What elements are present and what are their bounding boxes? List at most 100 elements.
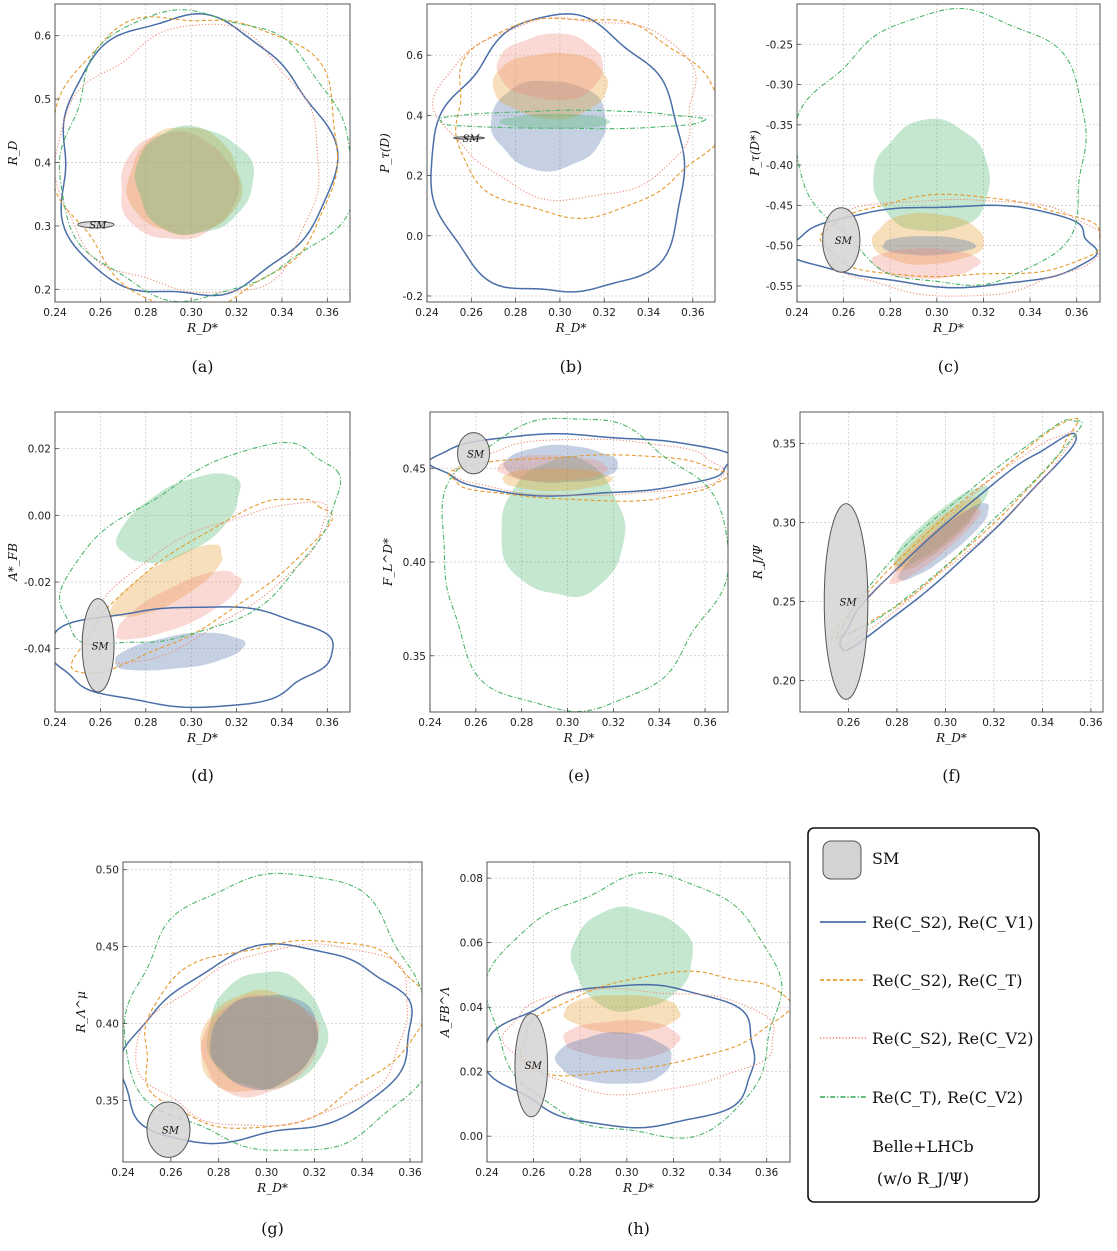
plot-frame: [796, 3, 1101, 303]
contour-cs2_ct: [55, 16, 339, 302]
tick-label-y: 0.00: [460, 1131, 483, 1143]
tick-label-x: 0.30: [255, 1167, 278, 1179]
sm-ellipse: [146, 1101, 191, 1158]
region-cs2_ct: [109, 544, 223, 617]
contour-cs2_cv2: [135, 943, 408, 1127]
region-cs2_ct: [492, 52, 609, 120]
region-cs2_ct: [126, 127, 243, 236]
contour-cs2_cv1: [797, 204, 1098, 289]
panel-f: SM 0.26 0.28 0.30 0.32 0.34 0.36 0.20 0.25 0.30 0.…: [751, 411, 1104, 785]
tick-label-x: 0.32: [593, 307, 616, 319]
tick-label-y: -0.55: [766, 281, 793, 293]
tick-label-y: -0.02: [24, 577, 51, 589]
tick-label-x: 0.32: [982, 717, 1005, 729]
region-cs2_cv2: [121, 131, 240, 240]
region-ct_cv2: [893, 485, 989, 568]
tick-label-x: 0.36: [316, 717, 340, 729]
tick-label-x: 0.30: [925, 307, 948, 319]
tick-label-x: 0.30: [548, 307, 571, 319]
contour-cs2_ct: [831, 417, 1079, 639]
x-axis-label: R_D*: [935, 731, 967, 745]
panel-a: SM 0.24 0.26 0.28 0.30 0.32 0.34 0.36 0.2 0.3 0.4 0…: [6, 3, 351, 376]
sm-ellipse: [514, 1013, 549, 1118]
panel-b: SM 0.24 0.26 0.28 0.30 0.32 0.34 0.36 -0.2 0.0 0.2…: [378, 3, 716, 376]
legend-label-cs2_ct: Re(C_S2), Re(C_T): [872, 971, 1022, 990]
tick-label-x: 0.32: [225, 307, 248, 319]
panel-d: SM 0.24 0.26 0.28 0.30 0.32 0.34 0.36 -0.04 -0.02…: [6, 411, 351, 785]
tick-label-y: -0.25: [766, 39, 793, 51]
panel-h: SM 0.24 0.26 0.28 0.30 0.32 0.34 0.36 0.00 0.02 0.…: [438, 861, 791, 1238]
tick-label-x: 0.24: [43, 717, 67, 729]
contour-cs2_ct: [144, 939, 422, 1129]
region-ct_cv2: [115, 473, 241, 564]
tick-label-x: 0.28: [510, 717, 533, 729]
tick-label-x: 0.24: [111, 1167, 135, 1179]
tick-label-x: 0.28: [569, 1167, 592, 1179]
tick-label-y: -0.35: [766, 120, 793, 132]
tick-label-x: 0.34: [270, 717, 294, 729]
panel-caption: (f): [942, 766, 960, 785]
tick-label-x: 0.34: [270, 307, 294, 319]
region-ct_cv2: [206, 971, 329, 1090]
sm-ellipse: [823, 503, 869, 700]
y-axis-label: R_D: [6, 140, 20, 166]
tick-label-x: 0.26: [460, 307, 484, 319]
panel-caption: (c): [938, 357, 959, 376]
contour-cs2_cv1: [55, 606, 334, 709]
tick-label-y: 0.08: [460, 873, 483, 885]
x-axis-label: R_D*: [256, 1181, 288, 1195]
region-cs2_ct: [200, 989, 319, 1092]
region-cs2_cv1: [490, 80, 607, 172]
tick-label-y: 0.30: [773, 518, 796, 530]
tick-label-y: 0.35: [773, 439, 796, 451]
contour-ct_cv2: [58, 9, 350, 302]
contour-cs2_cv2: [452, 438, 726, 497]
contour-ct_cv2: [123, 872, 422, 1151]
legend-footer-2: (w/o R_J/Ψ): [877, 1169, 969, 1188]
tick-label-y: 0.02: [28, 444, 51, 456]
tick-label-y: 0.45: [403, 463, 426, 475]
tick-label-y: -0.04: [24, 644, 51, 656]
x-axis-label: R_D*: [186, 321, 218, 335]
x-axis-label: R_D*: [555, 321, 587, 335]
tick-label-x: 0.32: [972, 307, 995, 319]
sm-label: SM: [835, 236, 853, 247]
legend-label-cs2_cv2: Re(C_S2), Re(C_V2): [872, 1029, 1034, 1048]
tick-label-y: 0.25: [773, 596, 796, 608]
tick-label-x: 0.34: [708, 1167, 732, 1179]
tick-label-y: 0.4: [406, 110, 423, 122]
region-cs2_cv2: [200, 994, 319, 1098]
tick-label-x: 0.36: [1065, 307, 1089, 319]
tick-label-x: 0.34: [648, 717, 672, 729]
tick-label-x: 0.30: [934, 717, 957, 729]
plot-area-b: SM: [430, 13, 715, 293]
tick-label-y: 0.40: [96, 1019, 119, 1031]
legend-label-cs2_cv1: Re(C_S2), Re(C_V1): [872, 913, 1034, 932]
contour-cs2_cv2: [822, 198, 1100, 297]
plot-frame: [426, 3, 716, 303]
legend-box: SM Re(C_S2), Re(C_V1) Re(C_S2), Re(C_T) Re(…: [807, 827, 1040, 1203]
region-ct_cv2: [501, 455, 626, 598]
tick-label-x: 0.28: [207, 1167, 230, 1179]
contour-ct_cv2: [487, 871, 783, 1139]
panel-c: SM 0.24 0.26 0.28 0.30 0.32 0.34 0.36 -0.55 -0.50…: [748, 3, 1101, 376]
contour-cs2_ct: [519, 970, 790, 1077]
tick-label-y: 0.4: [34, 158, 51, 170]
tick-label-y: 0.50: [96, 865, 119, 877]
tick-label-x: 0.36: [316, 307, 340, 319]
tick-label-y: -0.2: [403, 291, 424, 303]
contour-cs2_ct: [448, 454, 728, 502]
panel-caption: (g): [261, 1219, 284, 1238]
contour-cs2_ct: [819, 193, 1100, 278]
plot-frame: [486, 861, 791, 1163]
sm-label: SM: [162, 1126, 180, 1137]
region-cs2_cv2: [496, 33, 603, 100]
sm-ellipse: [81, 598, 115, 693]
tick-label-x: 0.26: [89, 717, 113, 729]
tick-label-y: 0.3: [34, 221, 51, 233]
region-cs2_cv2: [116, 570, 242, 640]
tick-label-y: 0.04: [460, 1002, 484, 1014]
plot-area-c: SM: [797, 7, 1100, 297]
contour-cs2_cv1: [487, 983, 756, 1129]
tick-label-y: 0.6: [406, 50, 423, 62]
